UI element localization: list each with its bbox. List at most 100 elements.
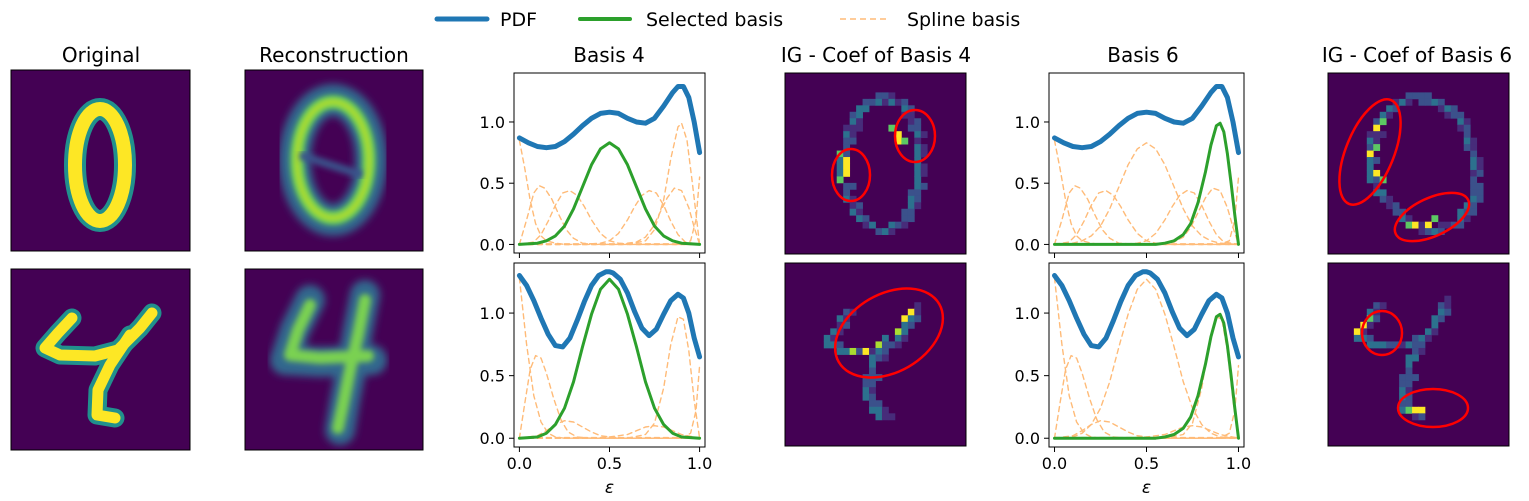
ig-pixel xyxy=(914,182,922,190)
plot-area xyxy=(1049,73,1244,253)
ig-pixel xyxy=(881,334,889,342)
series-selected-1 xyxy=(517,141,702,246)
ig-pixel xyxy=(1373,118,1381,126)
ig-pixel xyxy=(1399,380,1406,388)
ig-pixel xyxy=(869,347,876,355)
ig-pixel xyxy=(843,137,851,145)
ig-pixel xyxy=(1437,98,1445,106)
ig-pixel xyxy=(875,406,883,414)
ig-pixel xyxy=(881,406,889,414)
ig-pixel xyxy=(1405,361,1413,368)
ig-pixel xyxy=(894,98,902,106)
image-ig-basis6-0 xyxy=(1327,72,1510,255)
ig-pixel xyxy=(1366,163,1374,171)
ig-pixel xyxy=(862,98,870,106)
ig-pixel xyxy=(1444,105,1452,113)
ig-pixel xyxy=(869,380,876,388)
ig-pixel xyxy=(914,144,922,151)
image-frame xyxy=(784,262,967,447)
ig-pixel xyxy=(1437,105,1445,113)
ig-pixel xyxy=(894,328,902,336)
ig-pixel xyxy=(1431,98,1439,106)
ig-pixel xyxy=(1463,124,1471,132)
ig-pixel xyxy=(920,163,928,171)
ig-pixel xyxy=(1353,334,1361,342)
ig-pixel xyxy=(830,334,838,342)
ig-pixel xyxy=(1470,208,1478,216)
ig-pixel xyxy=(1386,111,1394,119)
ig-pixel xyxy=(1360,328,1368,336)
ig-pixel xyxy=(1412,406,1419,414)
ig-pixel xyxy=(823,341,831,349)
ig-pixel xyxy=(849,195,857,203)
ig-pixel xyxy=(1476,163,1484,171)
ig-pixel xyxy=(1450,111,1458,119)
ig-pixel xyxy=(1392,341,1400,349)
series-spline-2 xyxy=(518,139,701,246)
ig-pixel xyxy=(901,208,909,216)
series-pdf-0 xyxy=(516,84,703,156)
ig-pixel xyxy=(1412,221,1419,229)
ig-pixel xyxy=(1379,131,1387,139)
ig-pixel xyxy=(1399,215,1406,223)
ig-pixel xyxy=(1412,374,1419,382)
ig-pixel xyxy=(1444,111,1452,119)
ig-pixel xyxy=(1405,354,1413,362)
ig-pixel xyxy=(856,347,863,355)
highlight-ig6-row2-lower xyxy=(1396,387,1470,429)
ig-pixel xyxy=(907,189,915,197)
ig-pixel xyxy=(1424,328,1432,336)
ig-pixel xyxy=(869,361,876,368)
ig-pixel xyxy=(888,228,896,235)
ig-pixel xyxy=(1379,302,1387,310)
ig-pixel xyxy=(856,202,863,210)
ig-pixel xyxy=(1366,150,1374,158)
ig-pixel xyxy=(1424,98,1432,106)
ig-pixel xyxy=(1470,202,1478,210)
ig-pixel xyxy=(843,144,851,151)
highlight-ellipses xyxy=(830,98,1471,429)
ig-pixel xyxy=(1373,315,1381,323)
ig-pixel xyxy=(1405,221,1413,229)
ig-pixel xyxy=(1366,176,1374,184)
highlight-ig4-row1-right xyxy=(893,108,937,164)
ig-pixel xyxy=(843,157,851,164)
ig-pixel xyxy=(843,347,851,355)
ig-pixel xyxy=(1392,202,1400,210)
ig-pixel xyxy=(1405,341,1413,349)
ig-pixel xyxy=(920,131,928,139)
ig-pixel xyxy=(881,228,889,235)
ig-pixel xyxy=(843,163,851,171)
ig-pixel xyxy=(843,150,851,158)
plot-area xyxy=(1049,263,1244,447)
ig-pixel xyxy=(862,380,870,388)
ig-pixel xyxy=(1418,334,1426,342)
ig-pixel xyxy=(1373,189,1381,197)
image-reconstruction-0 xyxy=(244,69,424,252)
ig-pixel xyxy=(1405,374,1413,382)
series-pdf-0 xyxy=(1052,84,1241,156)
ig-pixel xyxy=(914,202,922,210)
ig-pixel xyxy=(1470,150,1478,158)
ig-pixel xyxy=(849,118,857,126)
ig-pixel xyxy=(1373,157,1381,164)
ig-pixel xyxy=(1437,221,1445,229)
image-reconstruction-4 xyxy=(244,268,424,451)
ig-pixel xyxy=(1418,98,1426,106)
ig-pixel xyxy=(914,131,922,139)
ig-pixel xyxy=(1444,302,1452,310)
series-spline-6 xyxy=(518,187,701,246)
ig-pixel xyxy=(888,92,896,100)
ig-pixel xyxy=(849,347,857,355)
ig-pixel xyxy=(1399,406,1406,414)
ig-pixel xyxy=(920,169,928,177)
ig-pixel xyxy=(914,302,922,310)
ig-pixel xyxy=(862,393,870,401)
ig-pixel xyxy=(901,215,909,223)
ig-pixel xyxy=(881,341,889,349)
ig-pixel xyxy=(914,308,922,316)
ig-pixel xyxy=(869,393,876,401)
highlight-ig6-row1-upper xyxy=(1338,98,1402,206)
title-ig4: IG - Coef of Basis 4 xyxy=(781,43,971,67)
ig-pixel xyxy=(843,169,851,177)
